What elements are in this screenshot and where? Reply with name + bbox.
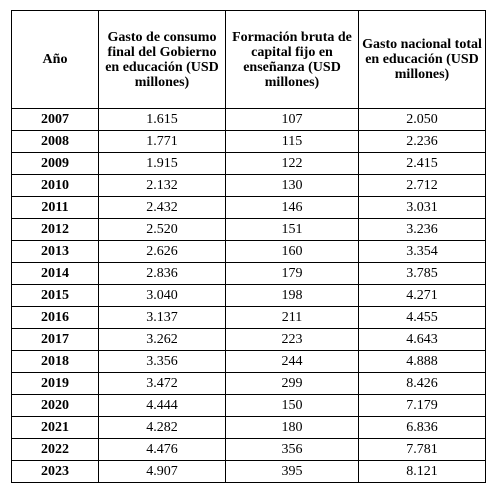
year-cell: 2023 — [11, 460, 99, 483]
table-row: 2015 3.040 198 4.271 — [11, 284, 486, 307]
capital-formation-cell: 150 — [225, 394, 359, 417]
year-cell: 2008 — [11, 130, 99, 153]
total-spending-cell: 6.836 — [358, 416, 486, 439]
header-government-spending: Gasto de consumo final del Gobierno en e… — [98, 10, 226, 109]
government-spending-cell: 1.771 — [98, 130, 226, 153]
table-row: 2020 4.444 150 7.179 — [11, 394, 486, 417]
government-spending-cell: 2.836 — [98, 262, 226, 285]
total-spending-cell: 2.415 — [358, 152, 486, 175]
education-spending-table: Año Gasto de consumo final del Gobierno … — [11, 10, 486, 483]
year-cell: 2018 — [11, 350, 99, 373]
table-row: 2017 3.262 223 4.643 — [11, 328, 486, 351]
year-cell: 2017 — [11, 328, 99, 351]
year-cell: 2014 — [11, 262, 99, 285]
capital-formation-cell: 223 — [225, 328, 359, 351]
year-cell: 2020 — [11, 394, 99, 417]
year-cell: 2016 — [11, 306, 99, 329]
government-spending-cell: 1.615 — [98, 108, 226, 131]
capital-formation-cell: 244 — [225, 350, 359, 373]
capital-formation-cell: 130 — [225, 174, 359, 197]
year-cell: 2010 — [11, 174, 99, 197]
government-spending-cell: 4.282 — [98, 416, 226, 439]
year-cell: 2015 — [11, 284, 99, 307]
total-spending-cell: 3.785 — [358, 262, 486, 285]
capital-formation-cell: 160 — [225, 240, 359, 263]
total-spending-cell: 4.888 — [358, 350, 486, 373]
government-spending-cell: 1.915 — [98, 152, 226, 175]
table-row: 2018 3.356 244 4.888 — [11, 350, 486, 373]
total-spending-cell: 7.781 — [358, 438, 486, 461]
government-spending-cell: 3.137 — [98, 306, 226, 329]
capital-formation-cell: 299 — [225, 372, 359, 395]
header-capital-formation: Formación bruta de capital fijo en enseñ… — [225, 10, 359, 109]
table-row: 2022 4.476 356 7.781 — [11, 438, 486, 461]
table-row: 2019 3.472 299 8.426 — [11, 372, 486, 395]
government-spending-cell: 3.472 — [98, 372, 226, 395]
capital-formation-cell: 122 — [225, 152, 359, 175]
table-row: 2023 4.907 395 8.121 — [11, 460, 486, 483]
table-row: 2009 1.915 122 2.415 — [11, 152, 486, 175]
table-body: 2007 1.615 107 2.050 2008 1.771 115 2.236 2009 1.… — [11, 108, 486, 483]
year-cell: 2013 — [11, 240, 99, 263]
table-row: 2012 2.520 151 3.236 — [11, 218, 486, 241]
government-spending-cell: 2.626 — [98, 240, 226, 263]
table-row: 2007 1.615 107 2.050 — [11, 108, 486, 131]
capital-formation-cell: 356 — [225, 438, 359, 461]
table-row: 2011 2.432 146 3.031 — [11, 196, 486, 219]
total-spending-cell: 4.643 — [358, 328, 486, 351]
header-year: Año — [11, 10, 99, 109]
government-spending-cell: 2.132 — [98, 174, 226, 197]
table-header: Año Gasto de consumo final del Gobierno … — [11, 10, 486, 109]
total-spending-cell: 3.236 — [358, 218, 486, 241]
total-spending-cell: 8.121 — [358, 460, 486, 483]
year-cell: 2007 — [11, 108, 99, 131]
header-row: Año Gasto de consumo final del Gobierno … — [11, 10, 486, 109]
table-row: 2014 2.836 179 3.785 — [11, 262, 486, 285]
year-cell: 2011 — [11, 196, 99, 219]
government-spending-cell: 2.432 — [98, 196, 226, 219]
government-spending-cell: 2.520 — [98, 218, 226, 241]
total-spending-cell: 3.031 — [358, 196, 486, 219]
capital-formation-cell: 146 — [225, 196, 359, 219]
total-spending-cell: 4.455 — [358, 306, 486, 329]
total-spending-cell: 3.354 — [358, 240, 486, 263]
capital-formation-cell: 151 — [225, 218, 359, 241]
capital-formation-cell: 180 — [225, 416, 359, 439]
table-row: 2010 2.132 130 2.712 — [11, 174, 486, 197]
table-row: 2016 3.137 211 4.455 — [11, 306, 486, 329]
year-cell: 2022 — [11, 438, 99, 461]
government-spending-cell: 4.476 — [98, 438, 226, 461]
total-spending-cell: 7.179 — [358, 394, 486, 417]
government-spending-cell: 3.356 — [98, 350, 226, 373]
total-spending-cell: 2.050 — [358, 108, 486, 131]
government-spending-cell: 3.040 — [98, 284, 226, 307]
government-spending-cell: 4.444 — [98, 394, 226, 417]
capital-formation-cell: 198 — [225, 284, 359, 307]
capital-formation-cell: 115 — [225, 130, 359, 153]
header-total-spending: Gasto nacional total en educación (USD m… — [358, 10, 486, 109]
year-cell: 2012 — [11, 218, 99, 241]
total-spending-cell: 4.271 — [358, 284, 486, 307]
total-spending-cell: 2.712 — [358, 174, 486, 197]
government-spending-cell: 4.907 — [98, 460, 226, 483]
year-cell: 2019 — [11, 372, 99, 395]
capital-formation-cell: 107 — [225, 108, 359, 131]
capital-formation-cell: 179 — [225, 262, 359, 285]
government-spending-cell: 3.262 — [98, 328, 226, 351]
capital-formation-cell: 211 — [225, 306, 359, 329]
total-spending-cell: 2.236 — [358, 130, 486, 153]
year-cell: 2021 — [11, 416, 99, 439]
year-cell: 2009 — [11, 152, 99, 175]
total-spending-cell: 8.426 — [358, 372, 486, 395]
table-row: 2013 2.626 160 3.354 — [11, 240, 486, 263]
table-row: 2021 4.282 180 6.836 — [11, 416, 486, 439]
capital-formation-cell: 395 — [225, 460, 359, 483]
table-row: 2008 1.771 115 2.236 — [11, 130, 486, 153]
